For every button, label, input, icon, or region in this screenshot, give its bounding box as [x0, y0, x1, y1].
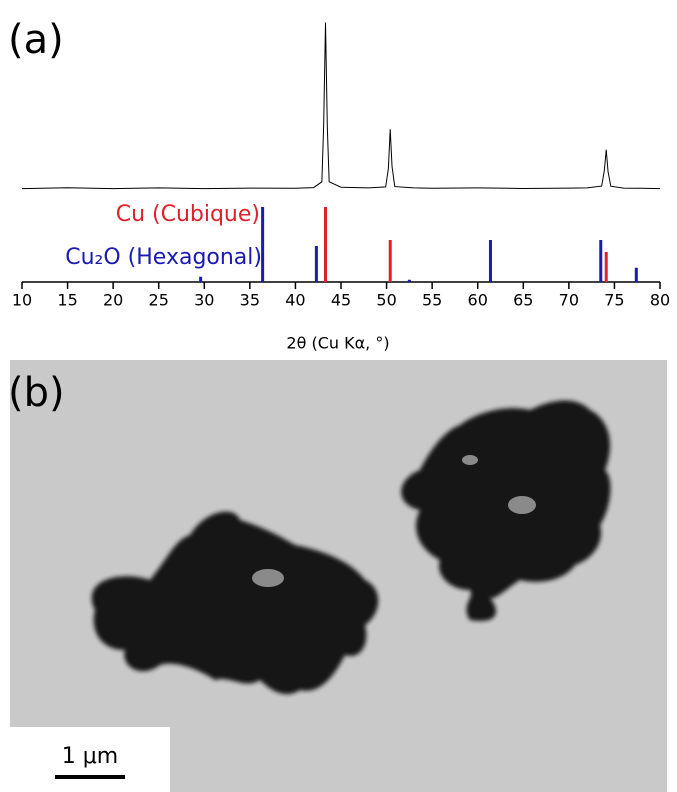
x-tick-label: 55 — [422, 291, 442, 310]
particle — [401, 400, 611, 621]
xrd-trace — [21, 22, 661, 190]
panel-label: (a) — [8, 17, 64, 63]
legend-label: Cu₂O (Hexagonal) — [65, 245, 262, 270]
tem-image: (b) 1 μm — [8, 360, 667, 792]
x-tick-label: 75 — [604, 291, 624, 310]
x-tick-label: 50 — [376, 291, 396, 310]
scale-bar-label: 1 μm — [62, 744, 118, 769]
particles — [91, 400, 611, 695]
x-tick-label: 45 — [331, 291, 351, 310]
scale-bar-box — [10, 727, 170, 792]
x-tick-label: 25 — [149, 291, 169, 310]
panel-label: (b) — [8, 370, 65, 416]
x-tick-label: 70 — [559, 291, 579, 310]
x-tick-label: 10 — [12, 291, 32, 310]
particle-holes — [252, 455, 536, 587]
x-tick-label: 65 — [513, 291, 533, 310]
x-tick-label: 80 — [650, 291, 670, 310]
x-tick-label: 20 — [103, 291, 123, 310]
x-axis-label: 2θ (Cu Kα, °) — [286, 334, 389, 353]
x-tick-label: 40 — [285, 291, 305, 310]
x-tick-label: 15 — [57, 291, 77, 310]
x-tick-label: 60 — [468, 291, 488, 310]
x-tick-label: 30 — [194, 291, 214, 310]
x-tick-label: 35 — [240, 291, 260, 310]
legend-label: Cu (Cubique) — [116, 202, 260, 227]
particle — [91, 511, 379, 695]
